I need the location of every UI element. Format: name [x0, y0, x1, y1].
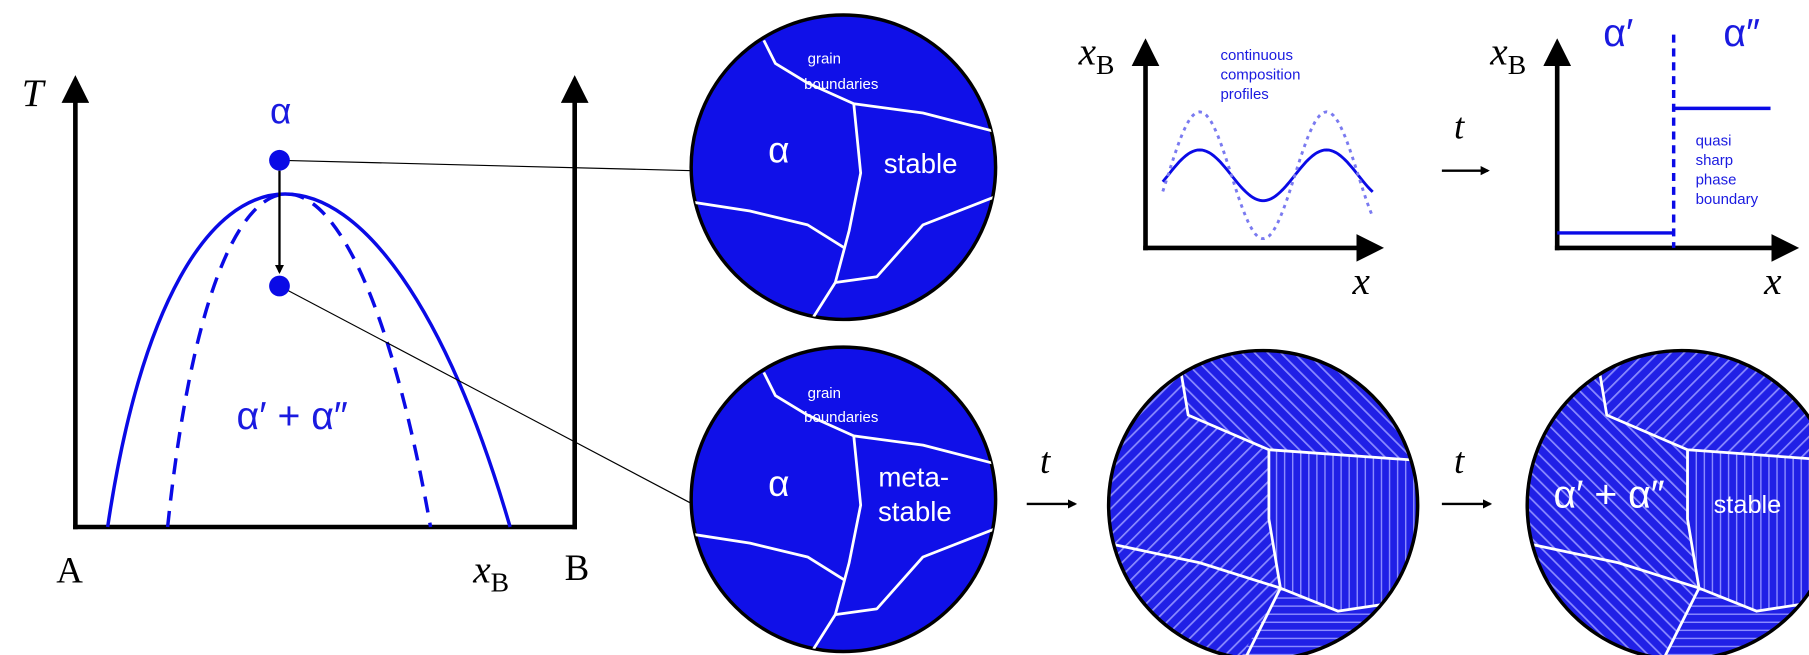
note: continuous composition profiles	[1220, 47, 1300, 103]
state-label: stable	[884, 148, 958, 179]
spinodal	[168, 194, 431, 527]
phase-diagram: T A B xB α α′ + α″	[22, 72, 693, 597]
phase-label: α	[768, 130, 789, 171]
time-arrow: t	[1442, 440, 1490, 504]
line: quasi	[1696, 132, 1732, 149]
figure: T A B xB α α′ + α″ grainboundaries α sta…	[0, 0, 1809, 655]
microstructure: grain boundaries α meta-stable	[690, 347, 997, 651]
line: boundaries	[804, 409, 878, 426]
phase-label: α′ + α″	[1553, 473, 1664, 516]
symbol: x	[1489, 31, 1508, 74]
subscript: B	[1508, 49, 1526, 80]
subscript: B	[491, 567, 509, 598]
time-label: t	[1454, 105, 1465, 146]
microstructure	[1102, 346, 1431, 655]
x-axis-label: x	[1763, 260, 1782, 303]
line: meta-	[878, 462, 949, 493]
microstructure: α′ + α″ stable	[1520, 346, 1809, 655]
line: continuous	[1220, 47, 1292, 64]
time-label: t	[1040, 440, 1051, 481]
point-label: α	[270, 90, 291, 131]
line: boundary	[1696, 191, 1759, 208]
page: T A B xB α α′ + α″ grainboundaries α sta…	[0, 0, 1809, 655]
state-label: stable	[1714, 491, 1782, 519]
region-label: α′ + α″	[237, 395, 348, 438]
time-arrow: t	[1027, 440, 1075, 504]
state-point	[269, 276, 290, 297]
y-axis-label: xB	[1489, 31, 1526, 80]
line: stable	[878, 496, 952, 527]
line: phase	[1696, 172, 1737, 189]
note: quasi sharp phase boundary	[1696, 132, 1759, 208]
line: composition	[1220, 67, 1300, 84]
line: sharp	[1696, 152, 1733, 169]
symbol: x	[472, 548, 491, 591]
right-end-label: B	[565, 547, 590, 588]
x-axis-label: xB	[472, 548, 509, 597]
subscript: B	[1096, 49, 1114, 80]
time-label: t	[1454, 440, 1465, 481]
connector	[279, 160, 692, 170]
phase-label: α	[768, 463, 789, 504]
composition-profile	[1163, 112, 1373, 239]
y-axis-label: xB	[1078, 31, 1115, 80]
x-axis-label: x	[1351, 260, 1370, 303]
line: grain	[808, 50, 841, 67]
phase-label: α″	[1723, 12, 1760, 55]
composition-profile	[1163, 150, 1373, 201]
symbol: x	[1078, 31, 1097, 74]
line: boundaries	[804, 76, 878, 93]
left-end-label: A	[56, 549, 83, 590]
phase-label: α′	[1603, 12, 1633, 55]
t-axis-label: T	[22, 72, 47, 115]
line: profiles	[1220, 86, 1268, 103]
microstructure: grain boundaries α stable	[690, 15, 997, 319]
line: grain	[808, 385, 841, 402]
time-arrow: t	[1442, 105, 1488, 170]
solvus	[108, 194, 510, 527]
state-point	[269, 150, 290, 171]
